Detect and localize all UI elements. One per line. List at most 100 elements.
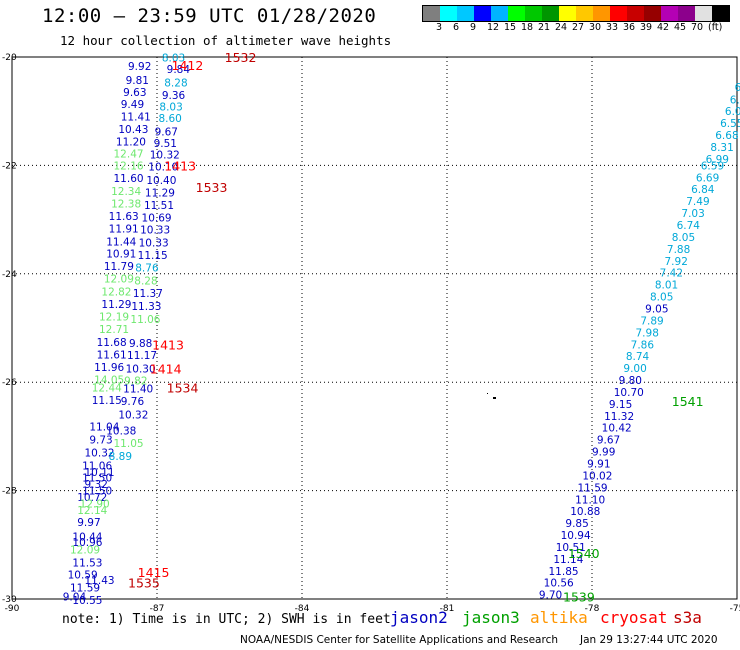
wave-height-point: 10.88	[570, 506, 600, 518]
pass-number-label: 1413	[164, 158, 196, 173]
wave-height-point: 9.84	[167, 64, 191, 76]
wave-height-point: 11.20	[116, 137, 146, 149]
wave-height-point: 9.36	[162, 90, 186, 102]
wave-height-point: 8.01	[655, 280, 678, 292]
wave-height-point: 11.41	[121, 112, 151, 124]
colorbar-swatch	[491, 6, 508, 21]
colorbar-label: 6	[453, 22, 460, 33]
wave-height-point: 11.53	[72, 558, 102, 570]
wave-height-point: 6	[735, 82, 740, 94]
plot-frame	[11, 56, 738, 600]
wave-height-point: 11.15	[92, 395, 122, 407]
wave-height-point: 7.03	[681, 208, 704, 220]
wave-height-point: 9.97	[77, 517, 100, 529]
pass-number-label: 1414	[150, 362, 182, 377]
wave-height-point: 9.85	[565, 518, 588, 530]
colorbar-label: 27	[572, 22, 585, 33]
wave-height-point: 10.44	[72, 532, 102, 544]
wave-height-point: 12.71	[99, 324, 129, 336]
wave-height-point: 6.55	[720, 118, 740, 130]
legend-item-cryosat: cryosat	[600, 608, 668, 627]
colorbar	[422, 5, 730, 22]
pass-number-label: 1540	[568, 546, 600, 561]
wave-height-point: 12.09	[70, 545, 100, 557]
colorbar-swatch	[457, 6, 474, 21]
wave-height-point: 11.32	[604, 411, 634, 423]
x-tick-label: -87	[150, 604, 165, 614]
wave-height-point: 9.67	[597, 435, 620, 447]
colorbar-swatch	[610, 6, 627, 21]
pass-number-label: 1532	[225, 50, 257, 65]
wave-height-point: 12.38	[111, 198, 141, 210]
island-dot	[493, 397, 496, 399]
wave-height-point: 8.05	[650, 292, 673, 304]
wave-height-point: 12.14	[77, 505, 107, 517]
wave-height-point: 6.0	[725, 106, 740, 118]
wave-height-point: 8.28	[134, 275, 157, 287]
colorbar-swatch	[644, 6, 661, 21]
colorbar-swatch	[440, 6, 457, 21]
colorbar-label: 12	[487, 22, 500, 33]
wave-height-point: 8.60	[158, 113, 181, 125]
wave-height-point: 10.32	[150, 150, 180, 162]
pass-number-label: 1535	[128, 576, 160, 591]
colorbar-label: 33	[606, 22, 619, 33]
wave-height-point: 10.02	[582, 470, 612, 482]
wave-height-point: 11.29	[101, 299, 131, 311]
colorbar-label: 24	[555, 22, 568, 33]
colorbar-labels: 3 6 9 12 15 18 21 24 27 30 33 36 39 42 45 70 (ft)	[422, 22, 740, 34]
wave-height-point: 9.76	[121, 396, 145, 408]
wave-height-point: 10.10	[148, 161, 178, 173]
x-tick-label: -84	[295, 604, 310, 614]
wave-height-point: 11.17	[127, 350, 157, 362]
wave-height-point: 11.06	[82, 461, 112, 473]
wave-height-point: 8.05	[672, 232, 695, 244]
colorbar-swatch	[559, 6, 576, 21]
wave-height-point: 9.05	[645, 303, 668, 315]
wave-height-point: 11.43	[85, 575, 115, 587]
colorbar-label: 9	[470, 22, 477, 33]
colorbar-label: 70	[691, 22, 704, 33]
wave-height-point: 9.91	[587, 459, 610, 471]
colorbar-swatch	[678, 6, 695, 21]
wave-height-point: 11.85	[549, 566, 579, 578]
wave-height-point: 7.49	[686, 196, 709, 208]
pass-number-label: 1533	[196, 180, 228, 195]
wave-height-point: 6.59	[701, 160, 724, 172]
wave-height-point: 11.50	[82, 473, 112, 485]
pass-number-label: 1534	[167, 381, 199, 396]
wave-height-point: 7.89	[640, 315, 663, 327]
wave-height-point: 10.30	[126, 364, 156, 376]
colorbar-swatch	[423, 6, 440, 21]
wave-height-point: 8.89	[109, 451, 132, 463]
colorbar-swatch	[525, 6, 542, 21]
wave-height-point: 9.51	[154, 138, 177, 150]
wave-height-point: 11.29	[145, 188, 175, 200]
island-dot	[487, 393, 488, 394]
wave-height-point: 10.40	[146, 175, 176, 187]
wave-height-point: 10.94	[561, 530, 591, 542]
wave-height-point: 9.82	[124, 376, 147, 388]
wave-height-point: 14.05	[94, 374, 124, 386]
wave-height-point: 9.49	[121, 99, 144, 111]
wave-height-point: 12.47	[114, 148, 144, 160]
wave-height-point: 9.80	[619, 375, 642, 387]
wave-height-point: 8.28	[164, 77, 187, 89]
legend-item-s3a: s3a	[673, 608, 702, 627]
colorbar-label: 3	[436, 22, 443, 33]
wave-height-point: 6.68	[715, 130, 738, 142]
wave-height-point: 10.32	[118, 410, 148, 422]
wave-height-point: 8.74	[626, 351, 650, 363]
wave-height-point: 7.92	[665, 256, 688, 268]
wave-height-point: 11.37	[133, 288, 163, 300]
wave-height-point: 9.81	[126, 75, 149, 87]
wave-height-point: 8.03	[162, 53, 185, 65]
wave-height-point: 10.56	[544, 578, 574, 590]
wave-height-point: 9.32	[85, 479, 108, 491]
legend-item-altika: altika	[530, 608, 588, 627]
x-tick-label: -78	[585, 604, 600, 614]
wave-height-point: 7.98	[636, 327, 659, 339]
wave-height-point: 9.67	[155, 126, 178, 138]
